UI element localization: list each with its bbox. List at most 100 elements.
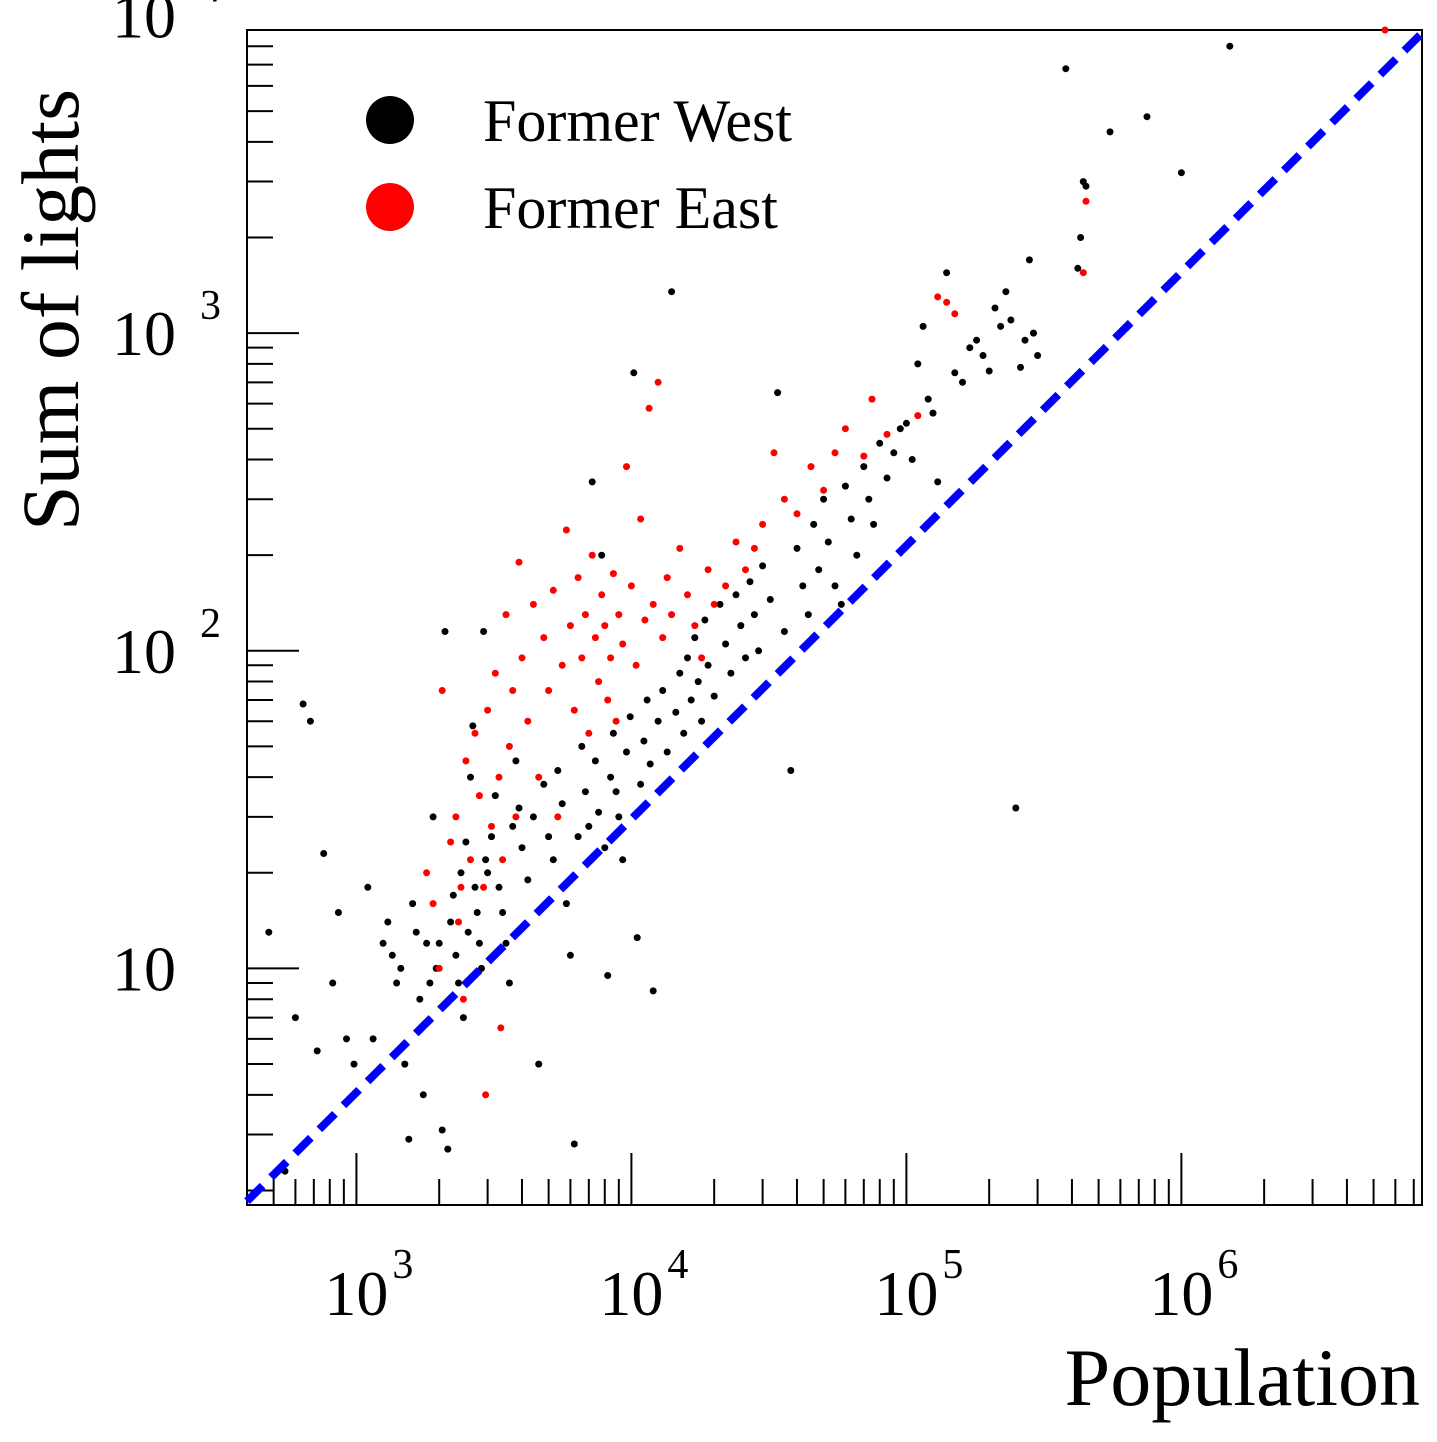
legend-marker-former-west — [366, 96, 414, 144]
data-point — [615, 813, 623, 821]
y-tick-label: 10 — [112, 933, 176, 1004]
data-point — [601, 844, 609, 852]
data-point — [919, 322, 927, 330]
data-point — [870, 520, 878, 528]
x-tick-label: 10 — [1149, 1258, 1213, 1329]
data-point — [742, 566, 749, 574]
data-point — [860, 452, 868, 460]
data-point — [598, 551, 606, 559]
data-point — [716, 600, 724, 608]
data-point — [549, 586, 557, 594]
data-point — [1077, 234, 1085, 241]
data-point — [633, 934, 641, 942]
x-tick-exponent: 4 — [667, 1242, 688, 1288]
data-point — [329, 979, 337, 987]
data-point — [595, 808, 603, 816]
data-point — [299, 700, 307, 708]
data-point — [646, 760, 654, 768]
y-tick-exponent: 3 — [200, 283, 221, 329]
data-point — [1030, 329, 1037, 337]
legend: Former West Former East — [366, 88, 792, 241]
data-point — [495, 773, 503, 781]
data-point — [502, 611, 510, 619]
data-point — [694, 678, 702, 686]
data-point — [742, 654, 749, 662]
data-point — [876, 439, 884, 447]
data-point — [820, 486, 828, 494]
data-point — [438, 687, 446, 694]
x-tick-exponent: 6 — [1217, 1242, 1238, 1288]
data-point — [482, 856, 490, 864]
data-point — [722, 582, 730, 590]
plot-frame — [246, 29, 1423, 1206]
data-point — [467, 856, 474, 864]
data-point — [732, 591, 740, 599]
data-point — [896, 425, 904, 433]
data-point — [780, 628, 788, 635]
data-point — [793, 510, 801, 518]
data-point — [524, 717, 532, 725]
legend-label-former-west: Former West — [483, 88, 792, 154]
data-point — [612, 788, 620, 796]
data-point — [865, 495, 873, 503]
data-point — [449, 891, 457, 899]
data-point — [1021, 336, 1029, 344]
data-point — [619, 856, 627, 864]
data-point — [393, 979, 401, 987]
data-point — [469, 722, 477, 730]
data-point — [429, 813, 437, 821]
data-point — [452, 813, 460, 821]
data-point — [554, 767, 562, 774]
data-point — [1074, 264, 1082, 272]
data-point — [680, 729, 688, 737]
data-point — [831, 449, 839, 457]
data-point — [649, 987, 657, 995]
data-point — [883, 430, 891, 438]
data-point — [672, 708, 680, 716]
data-point — [435, 964, 443, 972]
data-point — [369, 1035, 377, 1043]
data-point — [934, 293, 942, 301]
data-point — [554, 813, 562, 821]
data-point — [529, 600, 537, 608]
data-point — [462, 838, 470, 846]
data-point — [902, 419, 910, 427]
data-point — [350, 1060, 358, 1068]
data-point — [578, 654, 586, 662]
data-point — [291, 1014, 299, 1022]
data-point — [529, 813, 537, 821]
data-point — [824, 538, 832, 546]
data-point — [804, 611, 812, 619]
data-point — [574, 574, 582, 582]
data-point — [609, 729, 617, 737]
data-point — [951, 310, 959, 318]
data-point — [1082, 197, 1090, 205]
data-point — [1062, 65, 1070, 73]
data-point — [770, 449, 778, 457]
data-point — [793, 544, 801, 552]
data-point — [455, 979, 462, 987]
data-point — [591, 634, 599, 642]
data-point — [419, 1091, 427, 1099]
data-point — [512, 757, 520, 765]
data-point — [581, 788, 589, 796]
data-point — [654, 378, 662, 386]
data-point — [581, 611, 589, 619]
data-point — [505, 742, 513, 750]
series-former-east — [423, 26, 1389, 1099]
data-point — [924, 395, 932, 403]
data-point — [462, 757, 470, 765]
data-point — [641, 616, 649, 624]
data-point — [364, 883, 372, 891]
data-point — [524, 876, 532, 884]
data-point — [452, 951, 460, 959]
data-point — [545, 833, 553, 841]
data-point — [535, 1060, 543, 1068]
data-point — [475, 939, 483, 947]
data-point — [820, 495, 828, 503]
data-point — [518, 654, 526, 662]
data-point — [562, 900, 570, 908]
data-point — [668, 288, 676, 296]
data-point — [943, 269, 951, 277]
data-point — [509, 687, 517, 694]
